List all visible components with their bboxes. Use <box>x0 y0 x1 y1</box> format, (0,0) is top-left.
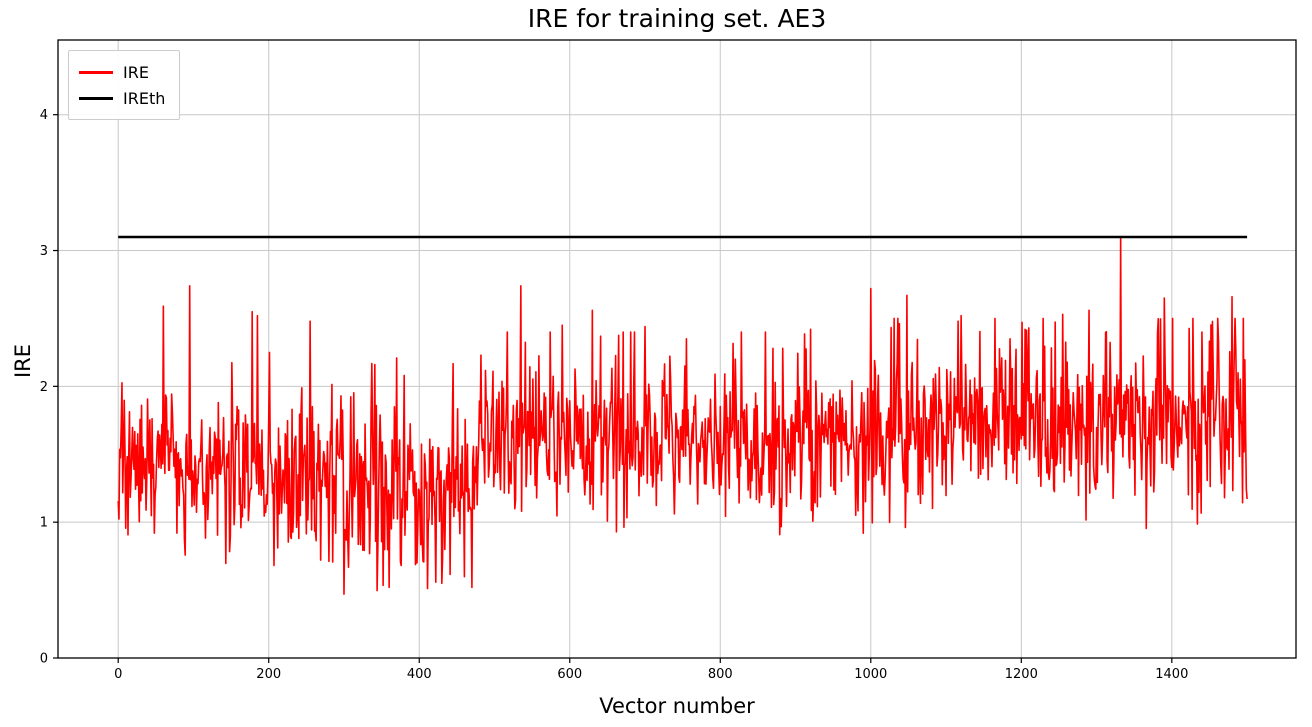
x-tick-label: 800 <box>708 667 733 682</box>
legend: IRE IREth <box>68 50 181 120</box>
y-tick-label: 3 <box>40 244 48 259</box>
legend-label-ire: IRE <box>123 62 149 82</box>
y-tick-label: 0 <box>40 652 48 667</box>
legend-line-sample-ireth <box>79 96 113 100</box>
legend-entry-ire: IRE <box>79 59 165 85</box>
x-tick-label: 1200 <box>1005 667 1038 682</box>
x-tick-label: 1000 <box>854 667 887 682</box>
x-tick-label: 200 <box>256 667 281 682</box>
chart-title: IRE for training set. AE3 <box>527 4 827 33</box>
x-tick-label: 1400 <box>1155 667 1188 682</box>
y-tick-label: 1 <box>40 516 48 531</box>
x-tick-label: 400 <box>407 667 432 682</box>
ire-series-line <box>117 237 1248 595</box>
y-tick-label: 4 <box>40 108 48 123</box>
x-tick-label: 0 <box>114 667 122 682</box>
y-tick-label: 2 <box>40 380 48 395</box>
x-axis-label: Vector number <box>599 694 755 718</box>
legend-entry-ireth: IREth <box>79 85 165 111</box>
legend-line-sample-ire <box>79 70 113 74</box>
axes-frame <box>57 39 1297 659</box>
x-tick-label: 600 <box>557 667 582 682</box>
legend-label-ireth: IREth <box>123 88 166 108</box>
